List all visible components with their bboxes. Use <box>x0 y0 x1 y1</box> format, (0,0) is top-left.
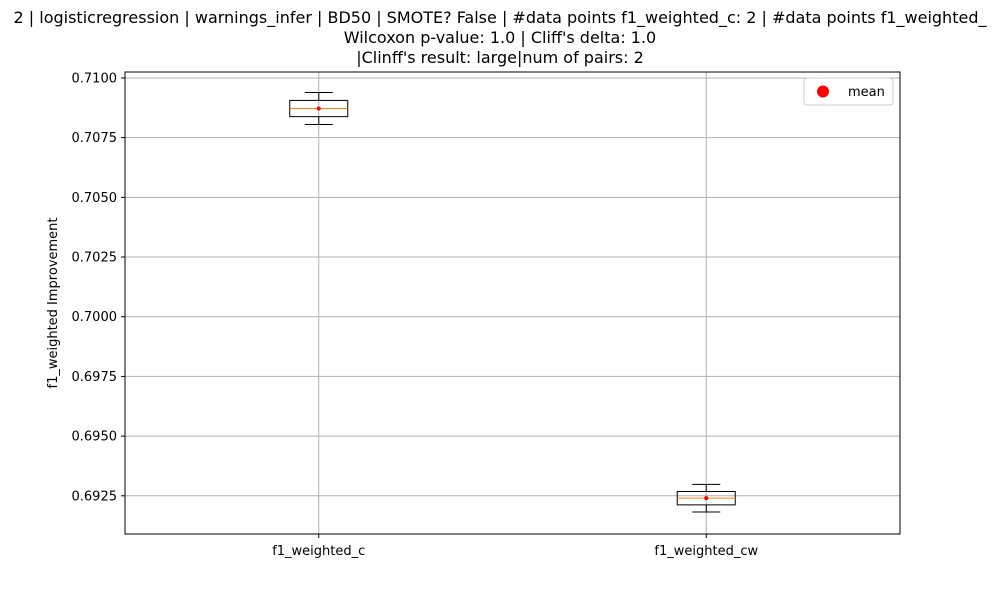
x-tick-label: f1_weighted_cw <box>654 544 758 559</box>
y-tick-label: 0.7025 <box>72 251 118 266</box>
y-tick-label: 0.7075 <box>72 131 118 146</box>
mean-marker <box>316 106 321 111</box>
legend-box <box>803 77 894 106</box>
chart-title-line-3: |Clinff's result: large|num of pairs: 2 <box>356 48 644 67</box>
chart-title-line-2: Wilcoxon p-value: 1.0 | Cliff's delta: 1… <box>343 28 657 47</box>
x-tick-label: f1_weighted_c <box>272 544 365 559</box>
box-group-f1_weighted_cw <box>676 483 736 513</box>
chart-title-line-1: 2 | logisticregression | warnings_infer … <box>13 8 987 27</box>
y-tick-label: 0.6950 <box>72 430 118 445</box>
box-group-f1_weighted_c <box>289 92 349 126</box>
y-tick-label: 0.6925 <box>72 489 118 504</box>
legend: mean <box>803 77 894 106</box>
y-tick-label: 0.6975 <box>72 370 118 385</box>
box-layer <box>289 92 736 513</box>
plot-area-frame <box>124 71 901 535</box>
grid-layer <box>125 72 900 534</box>
y-tick-label: 0.7100 <box>72 71 118 86</box>
tick-layer: 0.6925 0.6950 0.6975 0.7000 0.7025 0.7050 0.70… <box>72 71 759 559</box>
mean-marker <box>704 496 709 501</box>
legend-mean-label: mean <box>848 85 885 100</box>
y-tick-label: 0.7000 <box>72 310 118 325</box>
legend-mean-marker <box>817 85 829 98</box>
y-axis-label: f1_weighted Improvement <box>46 217 61 388</box>
y-tick-label: 0.7050 <box>72 191 118 206</box>
